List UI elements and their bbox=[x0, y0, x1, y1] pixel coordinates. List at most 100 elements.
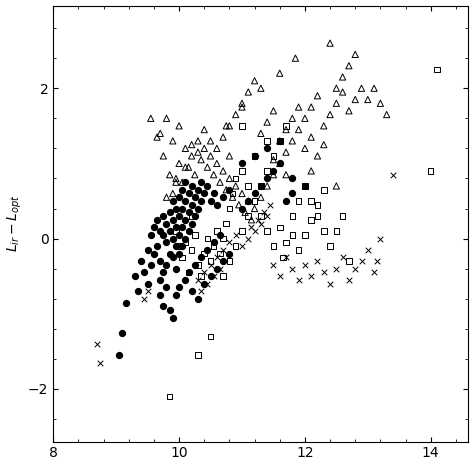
Point bbox=[156, 257, 164, 265]
Point bbox=[169, 314, 177, 321]
Point bbox=[169, 190, 177, 197]
Point bbox=[232, 182, 239, 190]
Point bbox=[188, 246, 195, 254]
Point bbox=[389, 171, 397, 178]
Point bbox=[144, 246, 151, 254]
Point bbox=[219, 273, 227, 280]
Point bbox=[137, 257, 145, 265]
Point bbox=[226, 152, 233, 160]
Point bbox=[207, 137, 214, 144]
Point bbox=[238, 242, 246, 250]
Point bbox=[207, 197, 214, 205]
Point bbox=[118, 329, 126, 336]
Point bbox=[93, 340, 101, 348]
Point bbox=[333, 100, 340, 107]
Point bbox=[182, 144, 189, 152]
Point bbox=[153, 216, 161, 224]
Point bbox=[222, 122, 230, 130]
Point bbox=[194, 137, 202, 144]
Point bbox=[339, 88, 346, 96]
Point bbox=[270, 107, 277, 115]
Point bbox=[160, 152, 167, 160]
Point bbox=[194, 149, 202, 156]
Point bbox=[163, 115, 170, 122]
Point bbox=[251, 190, 258, 197]
Point bbox=[163, 284, 170, 291]
Point bbox=[144, 288, 151, 295]
Point bbox=[175, 212, 183, 220]
Point bbox=[226, 250, 233, 257]
Point bbox=[213, 144, 220, 152]
Point bbox=[185, 190, 192, 197]
Point bbox=[178, 224, 186, 231]
Point bbox=[282, 254, 290, 261]
Point bbox=[276, 160, 283, 167]
Point bbox=[150, 250, 158, 257]
Point bbox=[147, 231, 155, 239]
Point bbox=[188, 182, 195, 190]
Point bbox=[188, 288, 195, 295]
Point bbox=[251, 197, 258, 205]
Point bbox=[150, 224, 158, 231]
Point bbox=[289, 175, 296, 182]
Point bbox=[201, 190, 208, 197]
Point bbox=[194, 276, 202, 284]
Point bbox=[191, 212, 199, 220]
Point bbox=[320, 269, 328, 276]
Point bbox=[191, 171, 199, 178]
Point bbox=[238, 100, 246, 107]
Point bbox=[229, 193, 237, 201]
Point bbox=[264, 137, 271, 144]
Point bbox=[201, 250, 208, 257]
Point bbox=[301, 144, 309, 152]
Point bbox=[201, 269, 208, 276]
Point bbox=[172, 265, 180, 273]
Point bbox=[216, 265, 224, 273]
Point bbox=[135, 288, 142, 295]
Point bbox=[320, 227, 328, 235]
Point bbox=[163, 261, 170, 268]
Point bbox=[204, 182, 211, 190]
Point bbox=[156, 130, 164, 137]
Point bbox=[295, 103, 302, 111]
Point bbox=[232, 231, 239, 239]
Point bbox=[276, 137, 283, 144]
Point bbox=[295, 276, 302, 284]
Point bbox=[282, 239, 290, 246]
Point bbox=[226, 175, 233, 182]
Point bbox=[175, 193, 183, 201]
Point bbox=[194, 261, 202, 268]
Point bbox=[182, 178, 189, 186]
Point bbox=[204, 164, 211, 171]
Point bbox=[210, 273, 218, 280]
Point bbox=[247, 216, 255, 224]
Point bbox=[116, 351, 123, 359]
Point bbox=[266, 201, 274, 208]
Point bbox=[197, 178, 205, 186]
Point bbox=[210, 242, 218, 250]
Point bbox=[207, 273, 214, 280]
Point bbox=[194, 186, 202, 193]
Point bbox=[204, 235, 211, 242]
Point bbox=[175, 284, 183, 291]
Point bbox=[251, 152, 258, 160]
Point bbox=[245, 235, 252, 242]
Point bbox=[166, 209, 173, 216]
Point bbox=[178, 254, 186, 261]
Point bbox=[191, 261, 199, 268]
Point bbox=[226, 239, 233, 246]
Point bbox=[182, 235, 189, 242]
Point bbox=[339, 73, 346, 81]
Point bbox=[257, 220, 264, 227]
Point bbox=[122, 299, 129, 306]
Point bbox=[326, 242, 334, 250]
Point bbox=[270, 152, 277, 160]
Point bbox=[169, 254, 177, 261]
Point bbox=[345, 276, 353, 284]
Point bbox=[270, 242, 277, 250]
Point bbox=[245, 88, 252, 96]
Point bbox=[251, 205, 258, 212]
Point bbox=[282, 126, 290, 133]
Point bbox=[131, 273, 139, 280]
Point bbox=[257, 84, 264, 92]
